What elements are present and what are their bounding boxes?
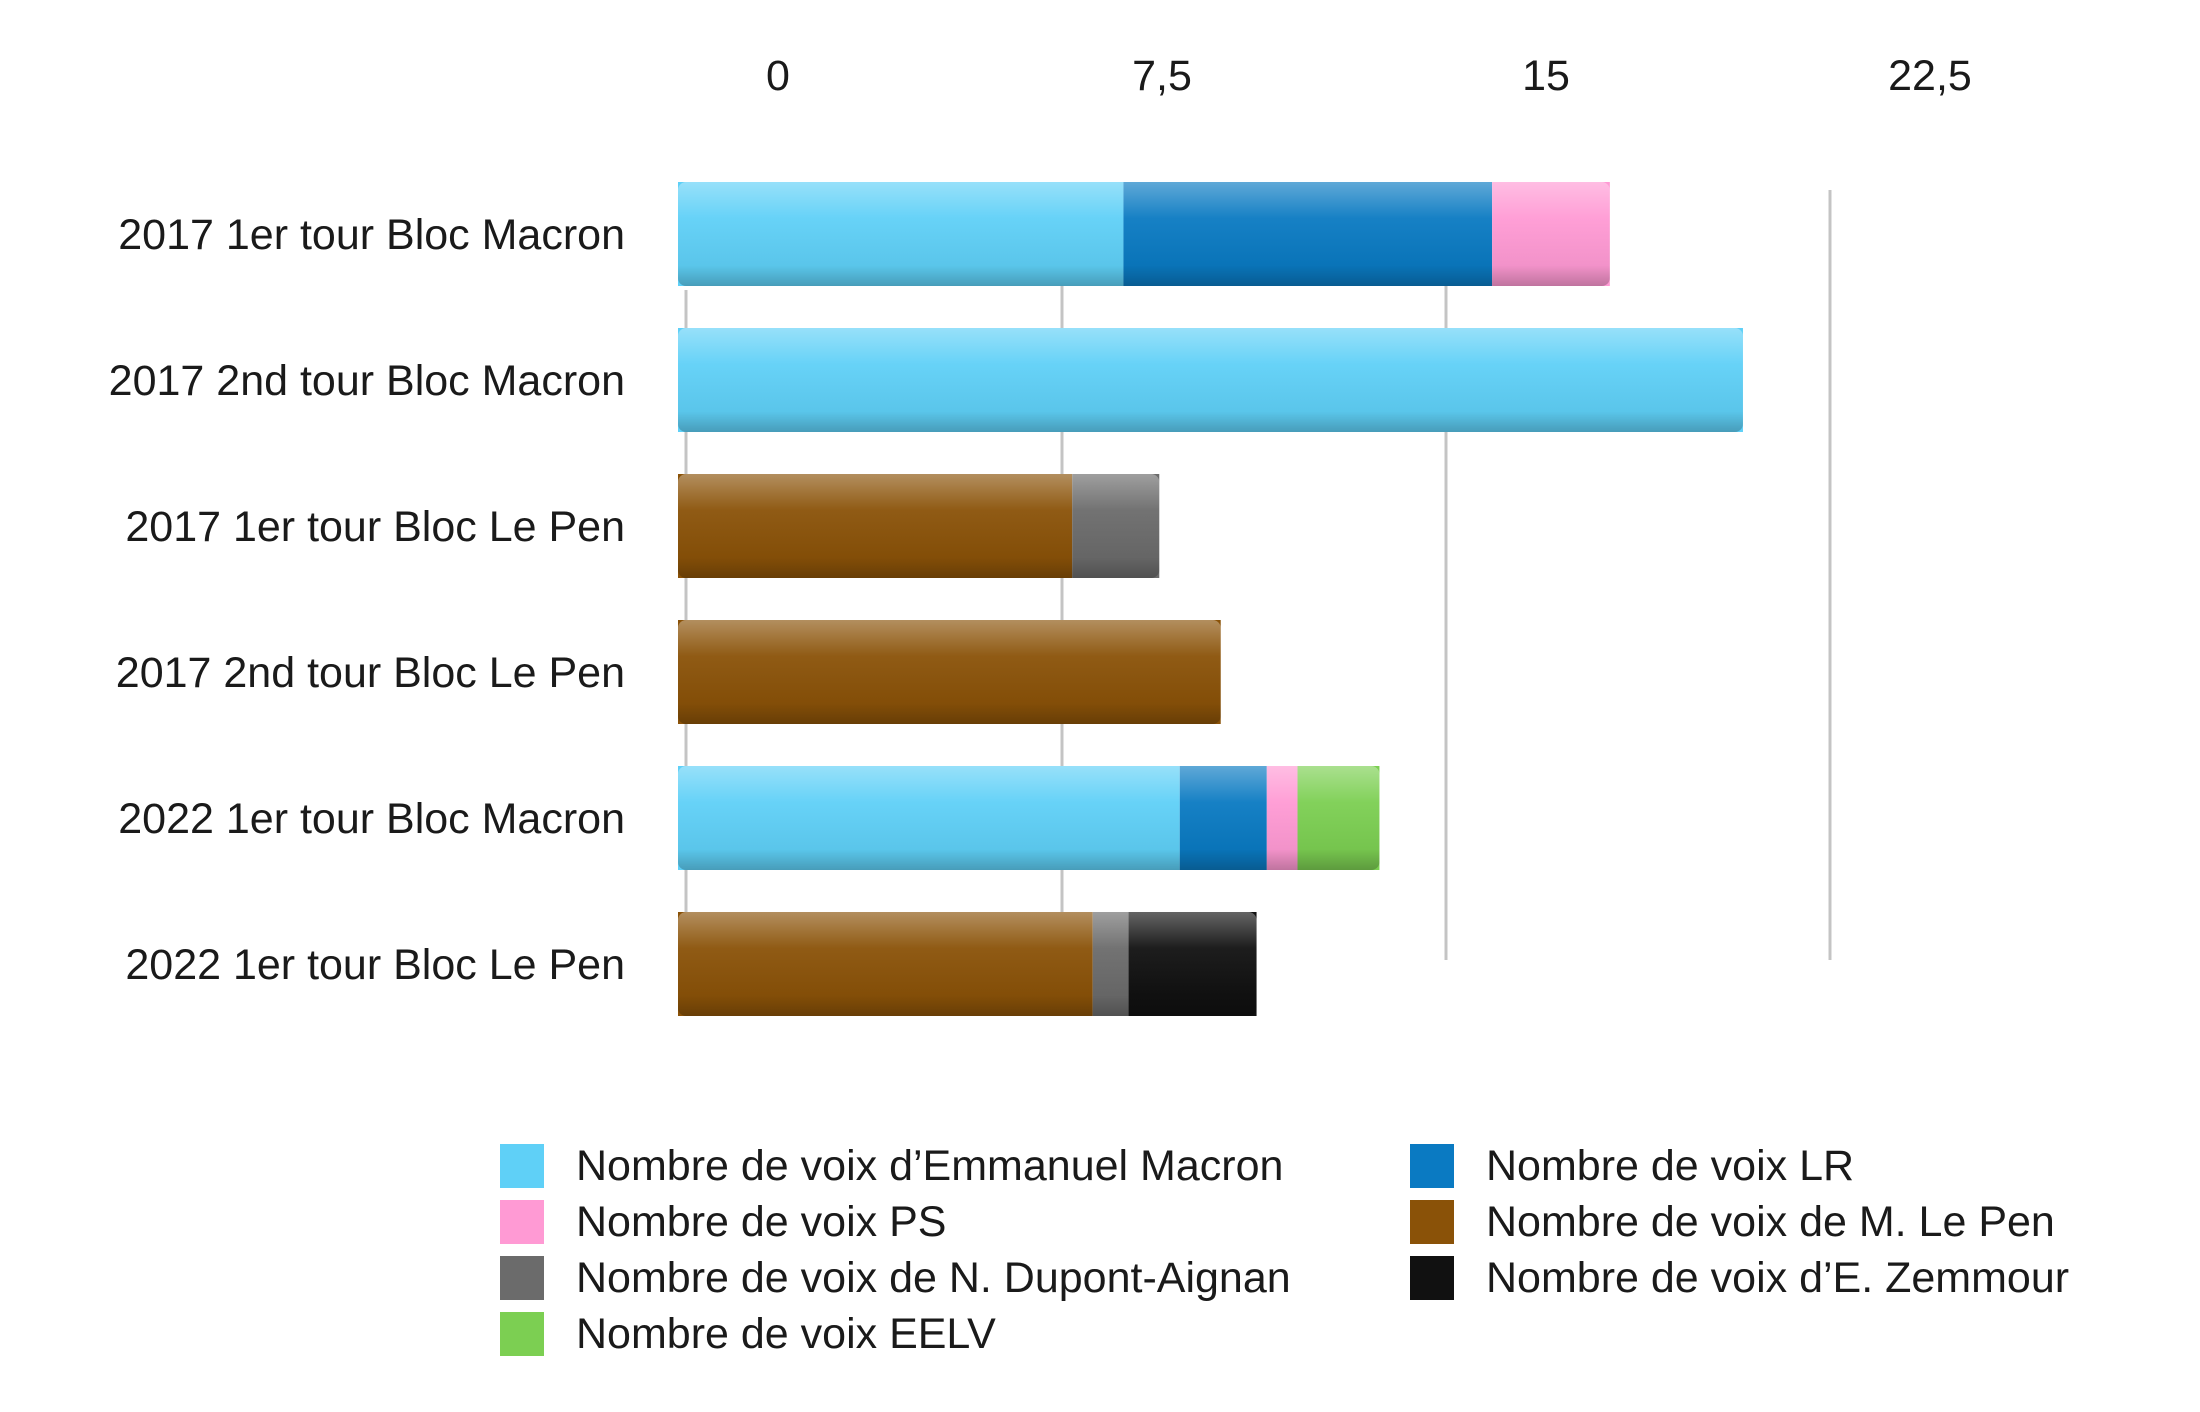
legend-item: Nombre de voix LR [1410,1140,1854,1192]
legend-label: Nombre de voix LR [1486,1141,1855,1190]
legend-swatch [500,1200,544,1244]
x-tick-label: 15 [1522,52,1570,100]
legend-swatch [500,1144,544,1188]
legend-label: Nombre de voix PS [576,1197,947,1246]
legend-label: Nombre de voix de N. Dupont-Aignan [576,1253,1291,1302]
bar-row [678,328,1743,432]
legend-item: Nombre de voix d’Emmanuel Macron [500,1140,1283,1192]
legend-label: Nombre de voix EELV [576,1309,996,1358]
legend-label: Nombre de voix d’E. Zemmour [1486,1253,2070,1302]
bar-shading [678,912,1257,1016]
bars [678,182,1743,1016]
legend-item: Nombre de voix EELV [500,1308,996,1360]
category-label: 2017 1er tour Bloc Macron [118,211,625,259]
bar-shading [678,620,1221,724]
bar-row [678,620,1221,724]
legend-swatch [1410,1200,1454,1244]
legend-swatch [1410,1144,1454,1188]
bar-shading [678,328,1743,432]
legend: Nombre de voix d’Emmanuel Macron Nombre d… [500,1140,2180,1380]
x-tick-label: 22,5 [1888,52,1972,100]
category-labels: 2017 1er tour Bloc Macron 2017 2nd tour B… [109,211,625,989]
legend-item: Nombre de voix de N. Dupont-Aignan [500,1252,1291,1304]
category-label: 2017 2nd tour Bloc Macron [109,357,625,405]
bar-shading [678,182,1610,286]
legend-item: Nombre de voix d’E. Zemmour [1410,1252,2069,1304]
legend-swatch [1410,1256,1454,1300]
category-label: 2017 2nd tour Bloc Le Pen [116,649,625,697]
legend-swatch [500,1312,544,1356]
bar-row [678,912,1257,1016]
bar-row [678,766,1380,870]
bar-shading [678,766,1380,870]
x-tick-label: 0 [766,52,790,100]
category-label: 2017 1er tour Bloc Le Pen [125,503,625,551]
category-label: 2022 1er tour Bloc Le Pen [125,941,625,989]
x-axis-ticks: 0 7,5 15 22,5 [766,52,1972,100]
legend-item: Nombre de voix de M. Le Pen [1410,1196,2055,1248]
legend-swatch [500,1256,544,1300]
bar-row [678,182,1610,286]
bar-row [678,474,1160,578]
x-tick-label: 7,5 [1132,52,1192,100]
legend-label: Nombre de voix d’Emmanuel Macron [576,1141,1284,1190]
bar-shading [678,474,1160,578]
legend-item: Nombre de voix PS [500,1196,946,1248]
category-label: 2022 1er tour Bloc Macron [118,795,625,843]
legend-label: Nombre de voix de M. Le Pen [1486,1197,2055,1246]
